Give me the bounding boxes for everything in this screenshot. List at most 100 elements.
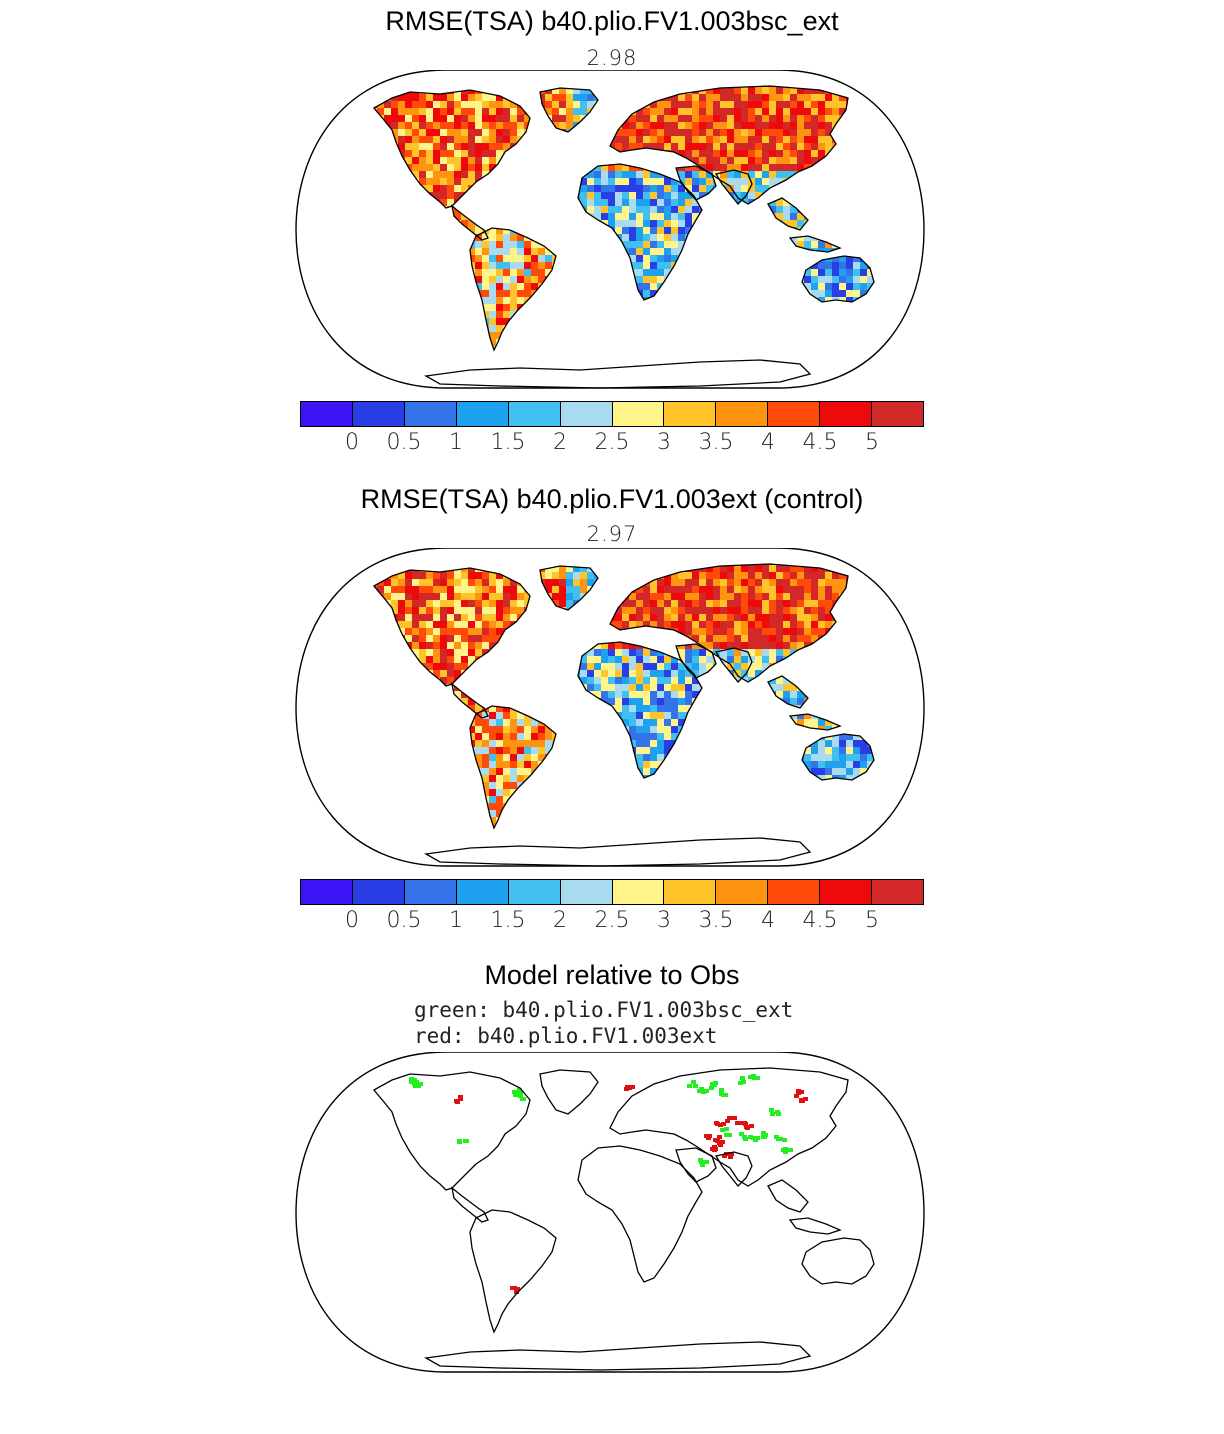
rmse-cell bbox=[608, 220, 616, 228]
rmse-cell bbox=[419, 311, 427, 319]
rmse-cell bbox=[713, 353, 721, 361]
rmse-cell bbox=[594, 136, 602, 144]
rmse-cell bbox=[489, 86, 497, 88]
rmse-cell bbox=[412, 705, 420, 713]
rmse-cell bbox=[559, 248, 567, 256]
rmse-cell bbox=[643, 670, 651, 678]
rmse-cell bbox=[496, 101, 504, 109]
rmse-cell bbox=[559, 290, 567, 298]
rmse-cell bbox=[601, 248, 609, 256]
rmse-cell bbox=[804, 283, 812, 291]
rmse-cell bbox=[461, 185, 469, 193]
rmse-cell bbox=[510, 628, 518, 636]
rmse-cell bbox=[552, 691, 560, 699]
rmse-cell bbox=[538, 670, 546, 678]
rmse-cell bbox=[629, 171, 637, 179]
rmse-cell bbox=[846, 600, 854, 608]
rmse-cell bbox=[517, 726, 525, 734]
rmse-cell bbox=[825, 353, 833, 361]
rmse-cell bbox=[524, 691, 532, 699]
rmse-cell bbox=[797, 339, 805, 347]
rmse-cell bbox=[699, 150, 707, 158]
rmse-cell bbox=[433, 733, 441, 741]
rmse-cell bbox=[776, 171, 784, 179]
rmse-cell bbox=[503, 656, 511, 664]
rmse-cell bbox=[412, 86, 420, 88]
rmse-cell bbox=[503, 255, 511, 263]
rmse-cell bbox=[531, 705, 539, 713]
rmse-cell bbox=[867, 325, 874, 333]
rmse-cell bbox=[832, 199, 840, 207]
rmse-cell bbox=[461, 164, 469, 172]
rmse-cell bbox=[517, 297, 525, 305]
rmse-cell bbox=[867, 213, 874, 221]
rmse-cell bbox=[391, 565, 399, 573]
rmse-cell bbox=[587, 94, 595, 102]
rmse-cell bbox=[699, 579, 707, 587]
rmse-cell bbox=[650, 698, 658, 706]
rmse-cell bbox=[657, 586, 665, 594]
rmse-cell bbox=[433, 86, 441, 88]
rmse-cell bbox=[776, 311, 784, 319]
rmse-cell bbox=[580, 621, 588, 629]
rmse-cell bbox=[776, 304, 784, 312]
rmse-cell bbox=[818, 586, 826, 594]
rmse-cell bbox=[482, 122, 490, 130]
rmse-cell bbox=[734, 614, 742, 622]
rmse-cell bbox=[531, 178, 539, 186]
rmse-cell bbox=[839, 733, 847, 741]
rmse-cell bbox=[573, 656, 581, 664]
rmse-cell bbox=[374, 346, 378, 354]
rmse-cell bbox=[825, 593, 833, 601]
rmse-cell bbox=[874, 220, 882, 228]
rmse-cell bbox=[818, 220, 826, 228]
rmse-cell bbox=[566, 586, 574, 594]
rmse-cell bbox=[685, 136, 693, 144]
rmse-cell bbox=[377, 698, 385, 706]
rmse-cell bbox=[720, 684, 728, 692]
rmse-cell bbox=[559, 122, 567, 130]
rmse-cell bbox=[846, 297, 854, 305]
rmse-cell bbox=[762, 346, 770, 354]
rmse-cell bbox=[447, 122, 455, 130]
rmse-cell bbox=[559, 87, 567, 95]
rmse-cell bbox=[475, 747, 483, 755]
rmse-cell bbox=[573, 740, 581, 748]
rmse-cell bbox=[601, 565, 609, 573]
rmse-cell bbox=[755, 136, 763, 144]
rmse-cell bbox=[608, 712, 616, 720]
rmse-cell bbox=[587, 572, 595, 580]
colorbar-swatch bbox=[872, 402, 924, 426]
rmse-cell bbox=[510, 192, 518, 200]
rmse-cell bbox=[720, 248, 728, 256]
rmse-cell bbox=[419, 579, 427, 587]
rmse-cell bbox=[699, 262, 707, 270]
rmse-cell bbox=[608, 607, 616, 615]
rmse-cell bbox=[419, 586, 427, 594]
rmse-cell bbox=[496, 691, 504, 699]
rmse-cell bbox=[552, 150, 560, 158]
rmse-cell bbox=[846, 171, 854, 179]
rmse-cell bbox=[531, 248, 539, 256]
rmse-cell bbox=[818, 276, 826, 284]
rmse-cell bbox=[776, 248, 784, 256]
rmse-cell bbox=[580, 607, 588, 615]
rmse-cell bbox=[531, 719, 539, 727]
rmse-cell bbox=[734, 248, 742, 256]
rmse-cell bbox=[440, 600, 448, 608]
rmse-cell bbox=[384, 150, 392, 158]
rmse-cell bbox=[629, 192, 637, 200]
rmse-cell bbox=[769, 178, 777, 186]
rmse-cell bbox=[846, 346, 854, 354]
rmse-cell bbox=[629, 635, 637, 643]
rmse-cell bbox=[545, 171, 553, 179]
rmse-cell bbox=[482, 304, 490, 312]
rmse-cell bbox=[405, 311, 413, 319]
rmse-cell bbox=[762, 304, 770, 312]
rmse-cell bbox=[874, 325, 882, 333]
rmse-cell bbox=[552, 178, 560, 186]
rmse-cell bbox=[839, 318, 847, 326]
rmse-cell bbox=[538, 564, 546, 566]
rmse-cell bbox=[748, 283, 756, 291]
rmse-cell bbox=[447, 593, 455, 601]
